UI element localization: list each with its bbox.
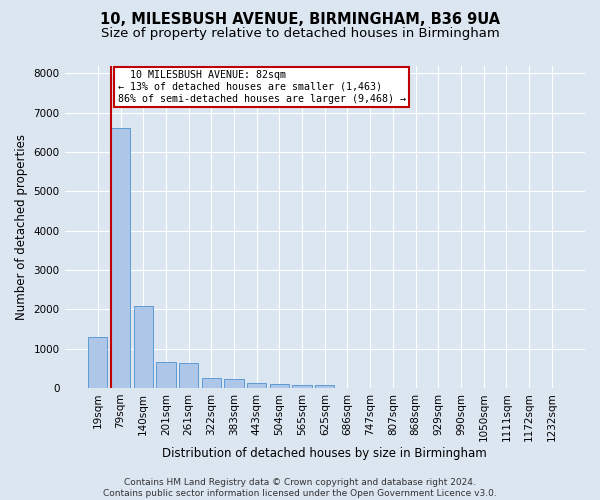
Bar <box>88 336 107 388</box>
Bar <box>202 378 221 388</box>
X-axis label: Distribution of detached houses by size in Birmingham: Distribution of detached houses by size … <box>163 447 487 460</box>
Bar <box>111 128 130 388</box>
Bar <box>134 306 153 388</box>
Text: 10, MILESBUSH AVENUE, BIRMINGHAM, B36 9UA: 10, MILESBUSH AVENUE, BIRMINGHAM, B36 9U… <box>100 12 500 28</box>
Bar <box>247 382 266 388</box>
Text: Size of property relative to detached houses in Birmingham: Size of property relative to detached ho… <box>101 28 499 40</box>
Text: Contains HM Land Registry data © Crown copyright and database right 2024.
Contai: Contains HM Land Registry data © Crown c… <box>103 478 497 498</box>
Bar <box>179 362 198 388</box>
Bar <box>315 385 334 388</box>
Bar <box>292 385 312 388</box>
Bar <box>270 384 289 388</box>
Text: 10 MILESBUSH AVENUE: 82sqm
← 13% of detached houses are smaller (1,463)
86% of s: 10 MILESBUSH AVENUE: 82sqm ← 13% of deta… <box>118 70 406 104</box>
Y-axis label: Number of detached properties: Number of detached properties <box>15 134 28 320</box>
Bar <box>156 362 176 388</box>
Bar <box>224 379 244 388</box>
